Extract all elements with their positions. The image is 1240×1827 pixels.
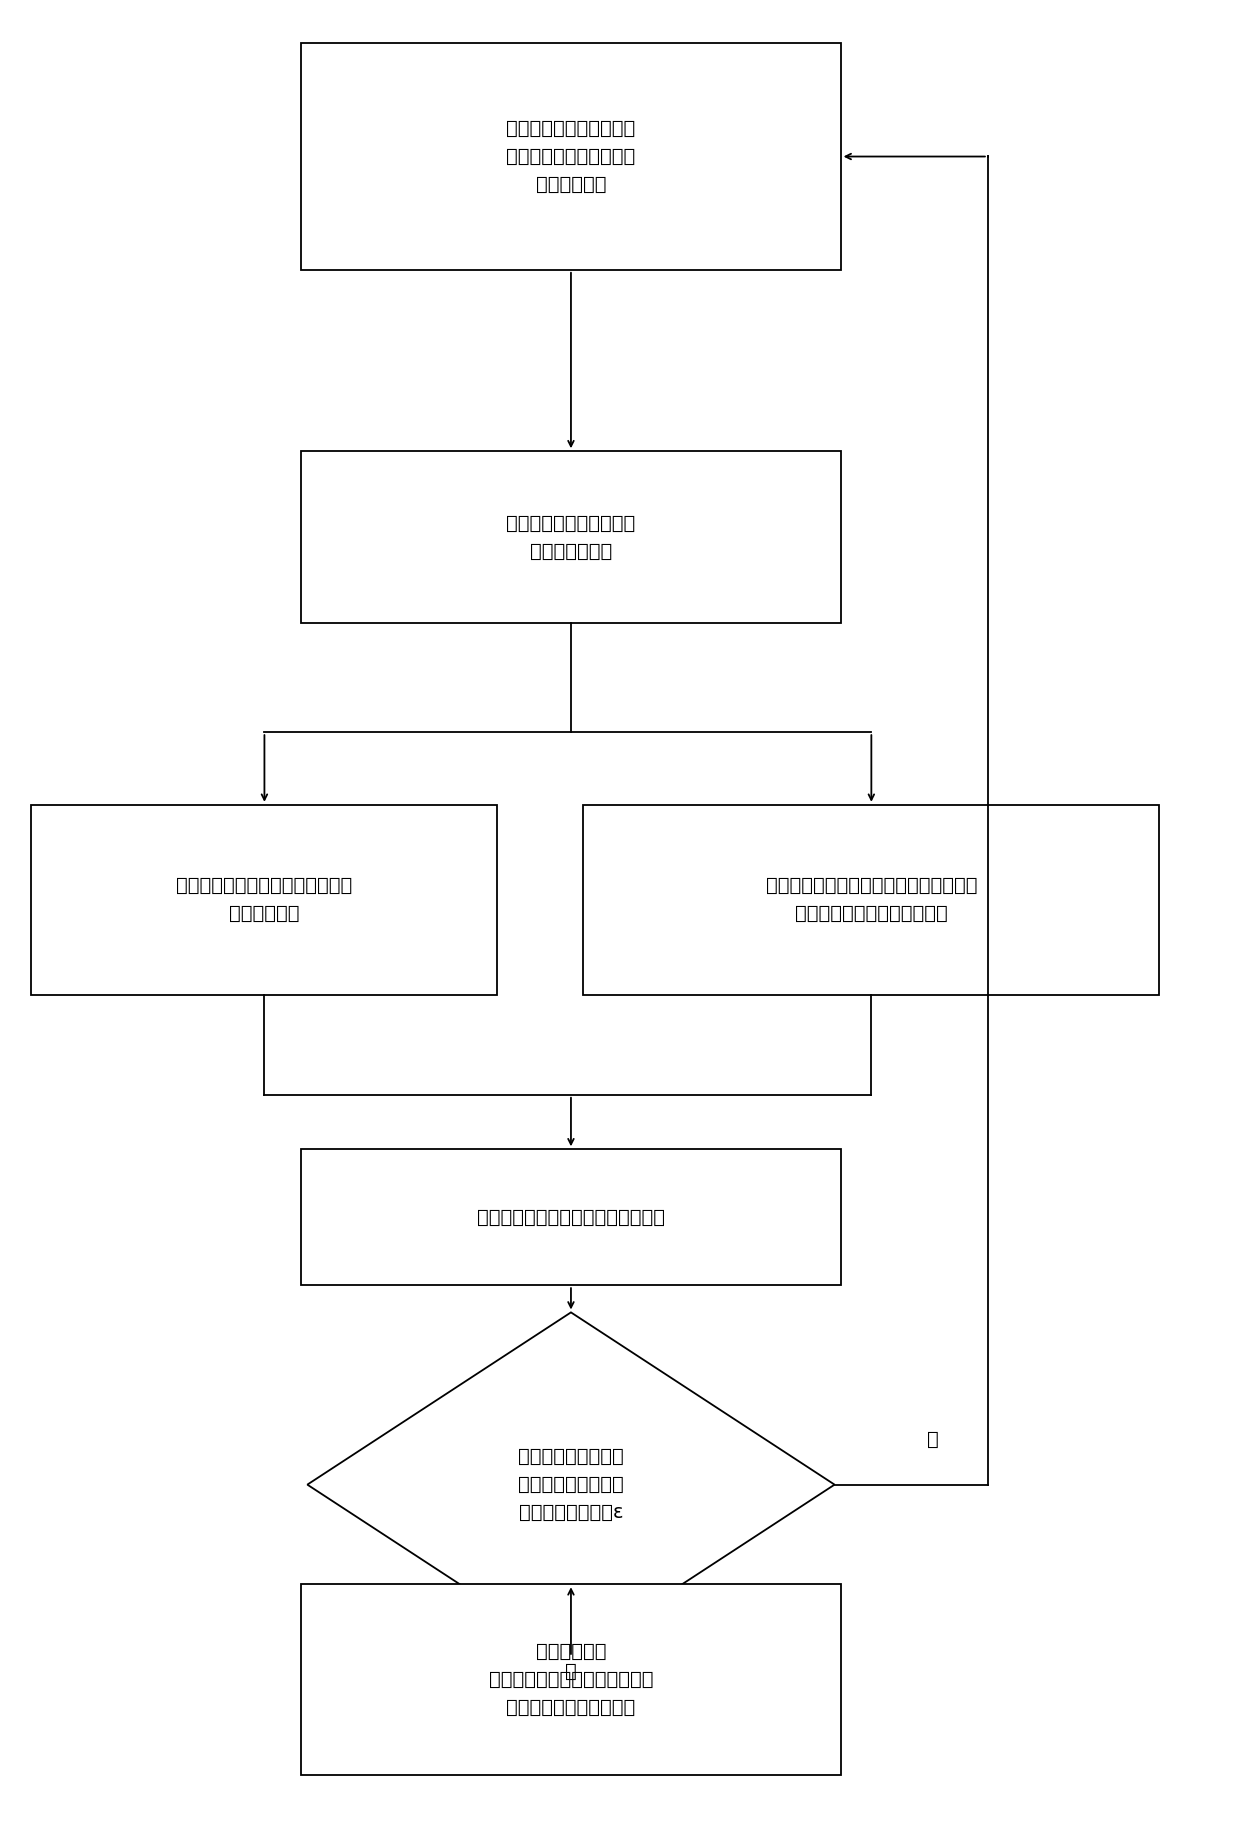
- Text: 否: 否: [926, 1431, 939, 1449]
- FancyBboxPatch shape: [301, 44, 841, 270]
- FancyBboxPatch shape: [301, 1584, 841, 1774]
- FancyBboxPatch shape: [31, 804, 497, 996]
- Text: 根据原有级效率分别计算六抽、七
抽、八抽焓值: 根据原有级效率分别计算六抽、七 抽、八抽焓值: [176, 877, 352, 923]
- Text: 计算各级抽汽量第一次计
算后汽机六抽、七抽、八
抽后的蒸汽量: 计算各级抽汽量第一次计 算后汽机六抽、七抽、八 抽后的蒸汽量: [506, 119, 636, 194]
- Text: 根据原有加热器端差及抽汽压损，计算加
热器的进出水焓值及疏水焓值: 根据原有加热器端差及抽汽压损，计算加 热器的进出水焓值及疏水焓值: [765, 877, 977, 923]
- Text: 迭代计算结束
输出结束时重新计算的六抽、七
抽、八抽蒸汽流量和焓值: 迭代计算结束 输出结束时重新计算的六抽、七 抽、八抽蒸汽流量和焓值: [489, 1642, 653, 1717]
- Text: 是: 是: [565, 1663, 577, 1681]
- Text: 判断相邻两次计算得
到的抽汽压力变化率
是否均小于设定值ε: 判断相邻两次计算得 到的抽汽压力变化率 是否均小于设定值ε: [518, 1447, 624, 1522]
- Text: 重新计算六抽、七抽、八抽蒸汽流量: 重新计算六抽、七抽、八抽蒸汽流量: [477, 1208, 665, 1226]
- FancyBboxPatch shape: [301, 451, 841, 623]
- Polygon shape: [308, 1312, 835, 1657]
- FancyBboxPatch shape: [301, 1149, 841, 1284]
- FancyBboxPatch shape: [583, 804, 1159, 996]
- Text: 重新计算六抽压力、七抽
压力、八抽压力: 重新计算六抽压力、七抽 压力、八抽压力: [506, 513, 636, 561]
